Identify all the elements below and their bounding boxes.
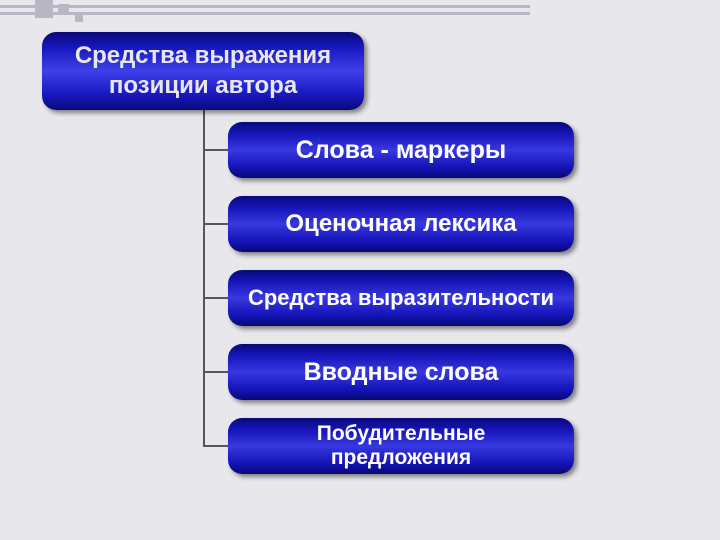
connector-trunk <box>203 110 205 446</box>
child-node: Вводные слова <box>228 344 574 400</box>
connector-branch <box>203 297 228 299</box>
child-label: Оценочная лексика <box>285 210 516 238</box>
child-label: Побудительные предложения <box>244 422 558 470</box>
deco-line <box>0 5 530 8</box>
child-node: Оценочная лексика <box>228 196 574 252</box>
root-label: Средства выражения позиции автора <box>58 41 348 101</box>
child-node: Слова - маркеры <box>228 122 574 178</box>
connector-branch <box>203 445 228 447</box>
deco-square <box>35 0 53 18</box>
child-node: Средства выразительности <box>228 270 574 326</box>
child-node: Побудительные предложения <box>228 418 574 474</box>
connector-branch <box>203 223 228 225</box>
child-label: Вводные слова <box>304 358 499 387</box>
connector-branch <box>203 149 228 151</box>
child-label: Средства выразительности <box>248 285 554 311</box>
header-decoration <box>0 0 720 30</box>
deco-square <box>58 4 69 15</box>
root-node: Средства выражения позиции автора <box>42 32 364 110</box>
child-label: Слова - маркеры <box>296 136 506 165</box>
connector-branch <box>203 371 228 373</box>
deco-square <box>75 14 83 22</box>
